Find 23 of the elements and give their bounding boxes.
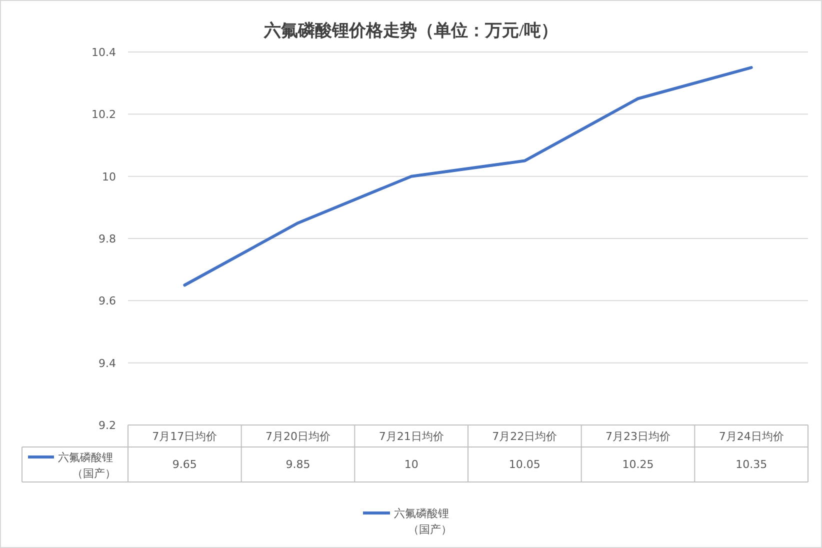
x-tick-label: 7月20日均价 xyxy=(266,430,330,443)
legend: 六氟磷酸锂（国产） xyxy=(363,507,452,536)
x-tick-label: 7月17日均价 xyxy=(152,430,218,443)
y-tick-label: 9.8 xyxy=(98,232,116,246)
y-tick-label: 10.4 xyxy=(92,46,116,59)
y-tick-label: 9.4 xyxy=(98,356,116,370)
y-tick-label: 9.2 xyxy=(98,419,116,432)
data-label: 10.05 xyxy=(508,458,540,471)
line-series xyxy=(183,66,753,287)
x-tick-label: 7月22日均价 xyxy=(492,430,558,443)
y-tick-label: 9.6 xyxy=(98,294,116,308)
data-label: 10.25 xyxy=(622,458,654,471)
legend-label: 六氟磷酸锂（国产） xyxy=(58,451,116,480)
x-tick-label: 7月24日均价 xyxy=(718,430,784,443)
y-tick-label: 10 xyxy=(102,170,116,184)
data-label: 9.85 xyxy=(286,458,310,471)
data-label: 9.65 xyxy=(172,458,197,471)
data-label: 10.35 xyxy=(736,458,768,471)
chart-title: 六氟磷酸锂价格走势（单位：万元/吨） xyxy=(263,21,558,40)
y-tick-label: 10.2 xyxy=(92,108,116,122)
x-tick-label: 7月21日均价 xyxy=(378,430,444,443)
data-label: 10 xyxy=(404,458,418,471)
x-tick-label: 7月23日均价 xyxy=(606,430,670,443)
